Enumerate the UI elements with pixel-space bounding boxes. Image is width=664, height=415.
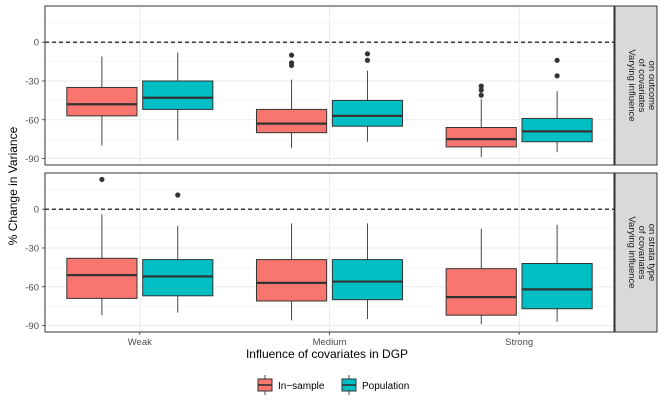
outlier-point	[554, 57, 560, 63]
box-insample-strong	[445, 83, 517, 158]
box-insample-medium	[255, 52, 328, 149]
legend-label: In−sample	[278, 381, 325, 392]
facet-panel-2: 0 -30 -60 -90 Varying influence of covariates…	[25, 172, 658, 333]
outlier-point	[288, 62, 295, 69]
outlier-point	[175, 192, 181, 198]
facet-strip	[614, 172, 658, 333]
legend-entry-1: In−sample	[257, 375, 325, 395]
facet-strip-label: of covariates	[636, 59, 647, 113]
box-body	[142, 259, 214, 297]
y-tick-label: 0	[34, 205, 39, 216]
box-insample-weak	[66, 56, 138, 146]
box-insample-medium	[255, 223, 328, 321]
x-axis: Weak Medium Strong	[128, 332, 533, 348]
outlier-point	[554, 73, 560, 79]
box-population-medium	[331, 223, 404, 320]
box-body	[255, 259, 328, 302]
outlier-point	[99, 176, 105, 183]
box-body	[255, 108, 328, 134]
y-tick-label: 0	[34, 38, 39, 49]
y-axis-title: % Change in Variance	[6, 126, 20, 245]
box-body	[521, 117, 593, 143]
facet-strip-label: on outcome	[646, 61, 657, 111]
y-tick-label: -60	[25, 115, 39, 126]
box-population-strong	[521, 224, 593, 322]
legend-entry-2: Population	[341, 375, 409, 395]
box-body	[66, 86, 138, 117]
outlier-point	[288, 52, 295, 58]
y-tick-label: -30	[25, 76, 39, 87]
x-tick-label-weak: Weak	[128, 337, 152, 348]
box-population-medium	[331, 51, 404, 142]
outlier-point	[364, 51, 371, 57]
y-tick-label: -90	[25, 154, 39, 165]
outlier-point	[478, 87, 484, 93]
outlier-point	[478, 92, 484, 98]
facet-panel-1: 0 -30 -60 -90 Varying influence of covariates…	[25, 5, 658, 166]
facet-strip	[614, 5, 658, 166]
box-insample-weak	[66, 176, 138, 316]
box-population-weak	[142, 192, 214, 313]
legend-label: Population	[362, 381, 409, 392]
panel-border	[44, 5, 615, 166]
box-body	[331, 259, 404, 301]
facet-strip-label: Varying influence	[626, 216, 637, 288]
facet-strip-label: Varying influence	[626, 49, 637, 121]
outlier-point	[478, 83, 484, 89]
y-tick-label: -30	[25, 243, 39, 254]
facet-strip-label: on strata type	[646, 224, 657, 282]
x-axis-title: Influence of covariates in DGP	[246, 347, 408, 361]
box-body	[445, 127, 517, 148]
x-tick-label-strong: Strong	[505, 337, 533, 348]
outlier-point	[364, 57, 371, 63]
box-body	[445, 268, 517, 316]
box-population-strong	[521, 57, 593, 153]
y-tick-label: -90	[25, 321, 39, 332]
box-body	[331, 99, 404, 127]
box-body	[142, 80, 214, 110]
y-tick-label: -60	[25, 282, 39, 293]
box-insample-strong	[445, 228, 517, 325]
box-body	[521, 262, 593, 310]
x-tick-label-medium: Medium	[313, 337, 347, 348]
box-body	[66, 257, 138, 299]
facet-strip-label: of covariates	[636, 226, 647, 280]
legend: In−sample Population	[257, 375, 409, 395]
box-population-weak	[142, 52, 214, 141]
